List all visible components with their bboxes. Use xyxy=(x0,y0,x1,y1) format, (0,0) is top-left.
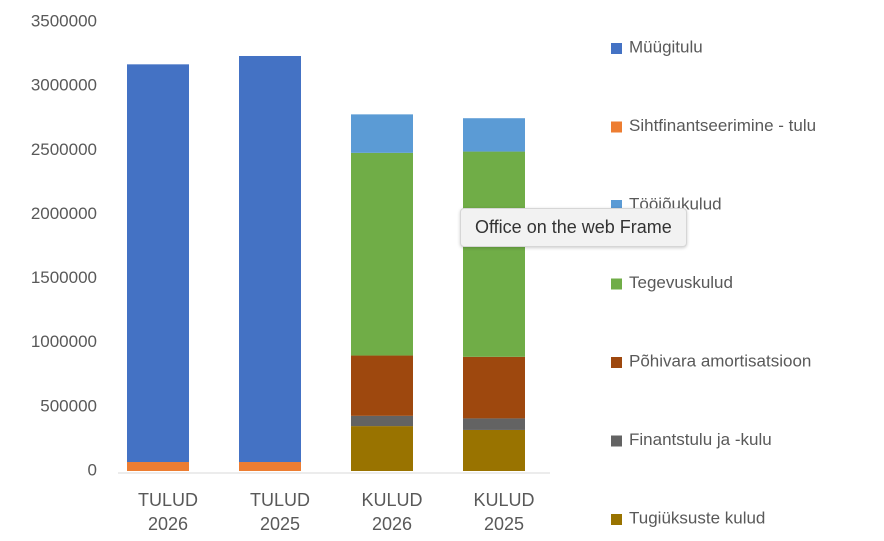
x-tick-label: TULUD 2025 xyxy=(249,490,310,534)
bar-segment xyxy=(463,118,525,152)
legend-swatch xyxy=(611,200,622,211)
legend-swatch xyxy=(611,514,622,525)
legend-label: Finantstulu ja -kulu xyxy=(629,430,772,449)
y-tick-label: 3500000 xyxy=(31,11,97,30)
legend-label: Sihtfinantseerimine - tulu xyxy=(629,116,816,135)
tooltip: Office on the web Frame xyxy=(460,208,687,247)
x-tick-label: KULUD 2025 xyxy=(473,490,535,534)
bar-segment xyxy=(239,55,301,463)
bar-segment xyxy=(351,415,413,427)
x-tick-label: TULUD 2026 xyxy=(137,490,198,534)
legend-label: Tegevuskulud xyxy=(629,273,733,292)
bar-segment xyxy=(351,152,413,356)
bar-segment xyxy=(463,429,525,471)
bar-segment xyxy=(351,355,413,416)
legend-swatch xyxy=(611,435,622,447)
y-tick-label: 3000000 xyxy=(31,76,97,95)
legend-swatch xyxy=(611,357,622,368)
bar-segment xyxy=(127,462,189,471)
bar-segment xyxy=(239,462,301,471)
bar-segment xyxy=(463,151,525,357)
bar-segment xyxy=(463,418,525,430)
x-tick-label: KULUD 2026 xyxy=(361,490,423,534)
y-tick-label: 1000000 xyxy=(31,332,97,351)
bar-segment xyxy=(351,114,413,153)
bar-segment xyxy=(463,356,525,419)
bar-segment xyxy=(127,64,189,463)
bar-segment xyxy=(351,426,413,471)
y-tick-label: 0 xyxy=(88,460,97,479)
y-tick-label: 500000 xyxy=(40,396,97,415)
y-tick-label: 2500000 xyxy=(31,140,97,159)
legend-swatch xyxy=(611,43,622,54)
legend-label: Põhivara amortisatsioon xyxy=(629,351,811,370)
y-tick-label: 1500000 xyxy=(31,268,97,287)
legend-label: Tugiüksuste kulud xyxy=(629,508,765,527)
legend-swatch xyxy=(611,278,622,290)
legend-label: Müügitulu xyxy=(629,37,703,56)
legend-swatch xyxy=(611,121,622,133)
y-tick-label: 2000000 xyxy=(31,204,97,223)
